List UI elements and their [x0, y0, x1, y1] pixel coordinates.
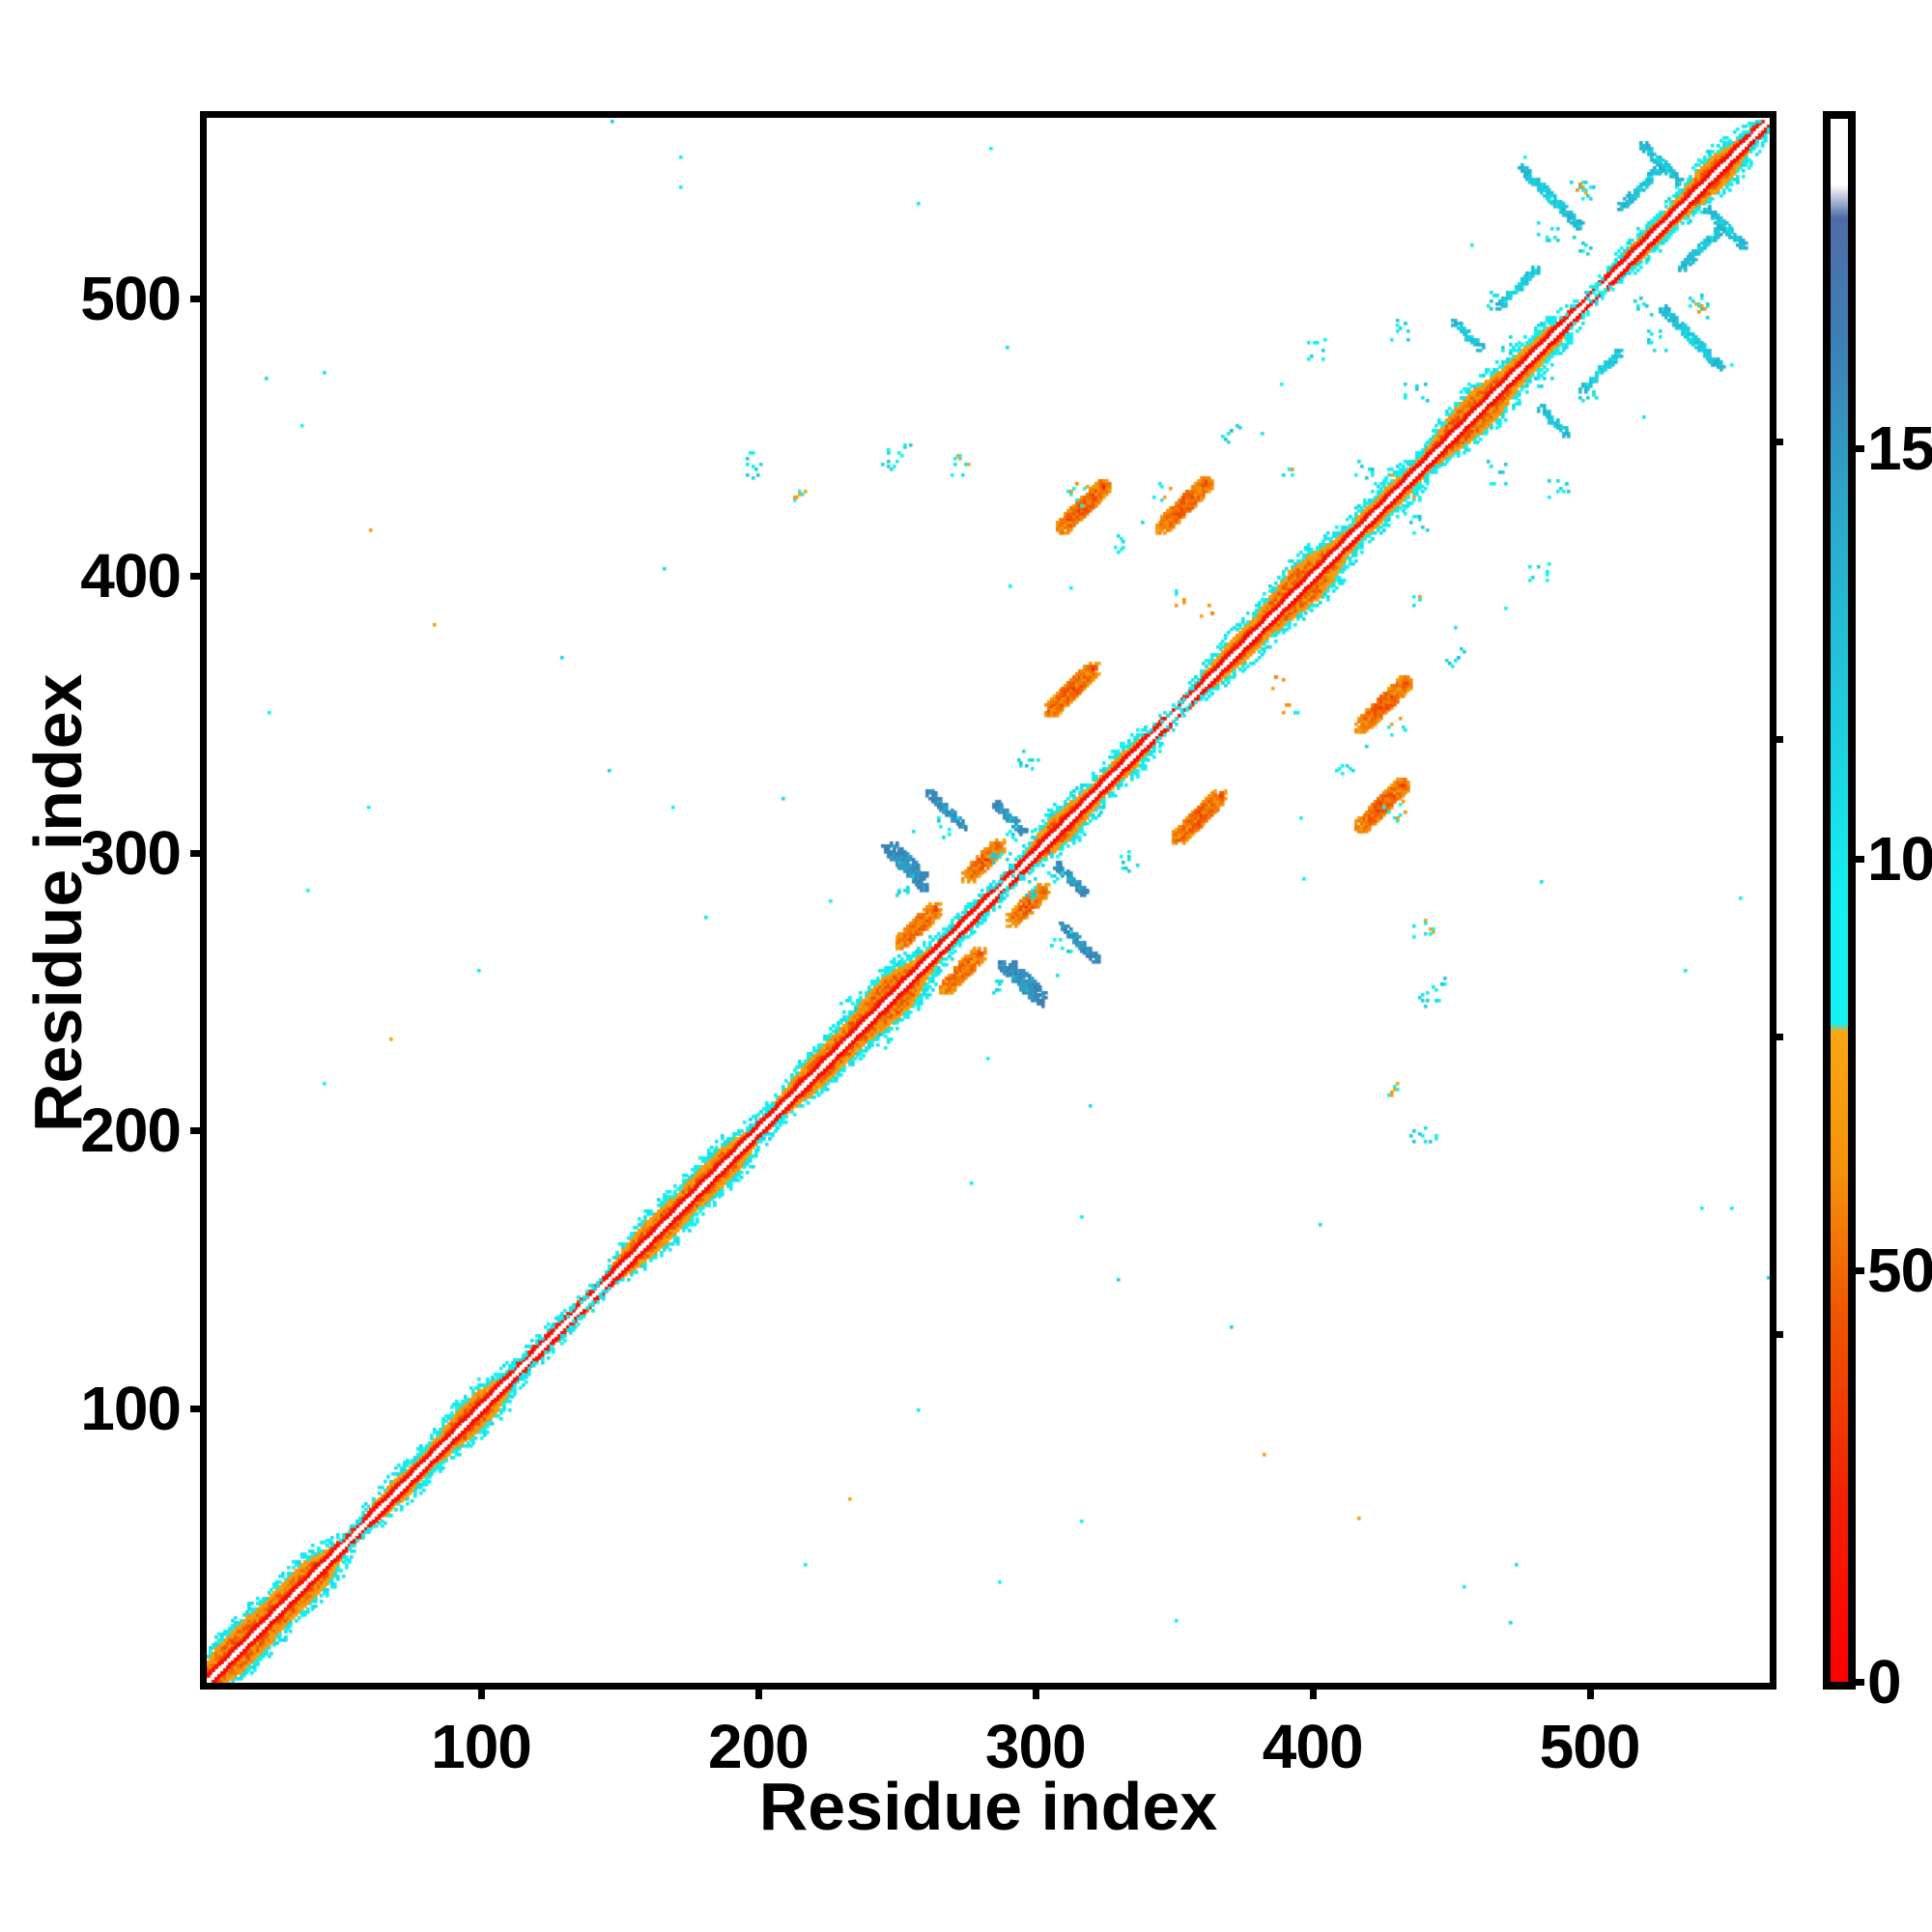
colorbar-tick-100 — [1850, 856, 1864, 864]
y-ticklabel-300: 300 — [80, 818, 182, 889]
x-tick-200 — [754, 1683, 762, 1699]
colorbar-ticklabel-100: 100 — [1867, 824, 1932, 895]
x-tick-100 — [478, 1683, 485, 1699]
x-ticklabel-300: 300 — [984, 1712, 1087, 1781]
colorbar-gradient — [1831, 119, 1848, 1682]
y-tick-300 — [190, 850, 207, 858]
x-tick-500 — [1586, 1683, 1594, 1699]
colorbar-ticklabel-0: 0 — [1867, 1647, 1902, 1717]
y-ticklabel-200: 200 — [80, 1095, 182, 1166]
x-ticklabel-500: 500 — [1539, 1712, 1641, 1781]
y-ticklabel-400: 400 — [80, 540, 182, 611]
y-tick-500 — [190, 295, 207, 302]
y-axis-label: Residue index — [20, 673, 96, 1132]
x-ticklabel-200: 200 — [707, 1712, 810, 1781]
colorbar-tick-50 — [1850, 1267, 1864, 1275]
colorbar — [1823, 111, 1856, 1690]
x-ticklabel-400: 400 — [1262, 1712, 1364, 1781]
right-spine-tick-1 — [1770, 735, 1783, 743]
right-spine-tick-3 — [1770, 1330, 1783, 1338]
y-tick-400 — [190, 572, 207, 580]
y-ticklabel-100: 100 — [80, 1373, 182, 1443]
contact-matrix-heatmap — [207, 118, 1770, 1683]
right-spine-tick-0 — [1770, 439, 1783, 446]
x-tick-300 — [1032, 1683, 1039, 1699]
x-axis-label: Residue index — [758, 1769, 1218, 1844]
x-tick-400 — [1309, 1683, 1317, 1699]
colorbar-tick-150 — [1850, 444, 1864, 452]
right-spine-tick-2 — [1770, 1033, 1783, 1040]
colorbar-ticklabel-150: 150 — [1867, 412, 1932, 483]
x-ticklabel-100: 100 — [431, 1712, 532, 1781]
y-ticklabel-500: 500 — [80, 263, 182, 333]
colorbar-tick-0 — [1850, 1679, 1864, 1686]
contact-map-plot-area — [200, 111, 1776, 1690]
colorbar-ticklabel-50: 50 — [1867, 1236, 1932, 1306]
y-tick-200 — [190, 1127, 207, 1135]
y-tick-100 — [190, 1405, 207, 1412]
